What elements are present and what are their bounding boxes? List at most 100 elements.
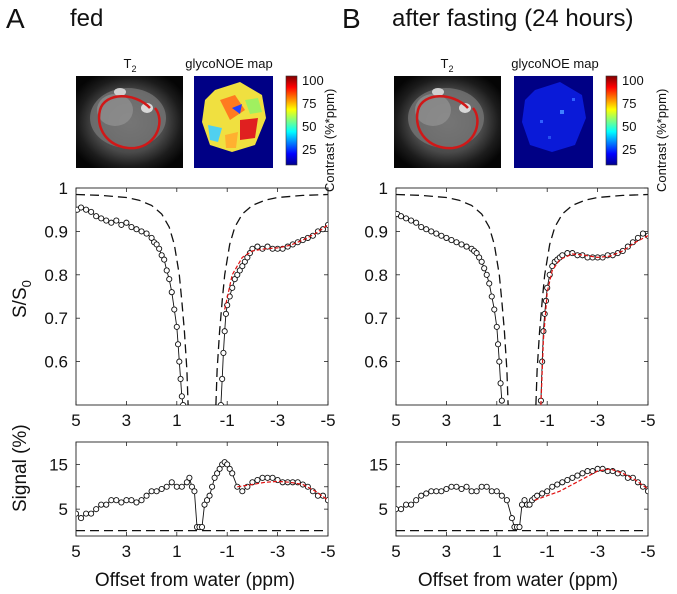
data-point xyxy=(478,483,485,490)
data-point xyxy=(178,393,185,400)
data-point xyxy=(397,506,405,513)
series-line xyxy=(76,193,189,405)
data-point xyxy=(397,213,405,220)
data-point xyxy=(453,239,460,246)
data-point xyxy=(496,358,503,365)
colorbar-a-tick-2: 50 xyxy=(302,119,316,134)
data-point xyxy=(222,310,229,317)
panel-letter-b: B xyxy=(342,3,361,34)
y-tick-label: 0.6 xyxy=(364,353,388,372)
data-point xyxy=(138,497,145,504)
data-point xyxy=(217,401,224,405)
data-point xyxy=(254,243,261,250)
data-point xyxy=(495,341,502,348)
series-line xyxy=(534,468,648,501)
data-point xyxy=(259,474,266,481)
data-point xyxy=(584,468,591,475)
y-tick-label: 15 xyxy=(369,455,388,474)
data-point xyxy=(118,499,125,506)
x-tick-label: 5 xyxy=(391,542,400,561)
data-point xyxy=(264,474,271,481)
data-point xyxy=(453,483,460,490)
data-point xyxy=(299,237,306,244)
data-point xyxy=(241,258,248,265)
data-point xyxy=(413,497,420,504)
data-point xyxy=(274,245,281,252)
data-point xyxy=(163,483,170,490)
data-point xyxy=(264,243,271,250)
data-point xyxy=(219,375,226,383)
data-point xyxy=(113,217,120,224)
x-tick-label: -5 xyxy=(640,411,655,430)
data-point xyxy=(173,483,180,490)
x-tick-label: -3 xyxy=(270,411,285,430)
y-tick-label: 0.7 xyxy=(44,309,68,328)
data-point xyxy=(443,485,450,493)
x-tick-label: -5 xyxy=(640,542,655,561)
data-point xyxy=(229,470,236,477)
data-point xyxy=(178,483,185,490)
data-point xyxy=(133,499,140,506)
data-point xyxy=(433,488,440,495)
data-point xyxy=(473,250,480,257)
colorbar-b-tick-1: 75 xyxy=(622,96,636,111)
x-tick-label: -1 xyxy=(220,411,235,430)
data-point xyxy=(163,267,170,274)
t2-label-a: T2 xyxy=(124,56,137,74)
data-point xyxy=(574,472,581,479)
y-tick-label: 0.6 xyxy=(44,353,68,372)
data-point xyxy=(93,506,100,513)
data-point xyxy=(176,358,183,365)
data-point xyxy=(153,241,160,248)
data-point xyxy=(88,510,95,517)
data-point xyxy=(166,276,173,283)
colorbar-b: 100 75 50 25 Contrast (%*ppm) xyxy=(605,73,669,192)
plot-frame xyxy=(395,187,649,406)
data-point xyxy=(438,232,445,239)
y-tick-label: 5 xyxy=(379,500,388,519)
data-point xyxy=(534,492,541,499)
signal-y-axis-label: Signal (%) xyxy=(10,424,31,512)
colorbar-a-tick-0: 100 xyxy=(302,73,324,88)
data-point xyxy=(76,510,80,517)
data-point xyxy=(158,485,165,493)
x-tick-label: 1 xyxy=(492,411,501,430)
data-point xyxy=(418,224,425,231)
plot-frame xyxy=(75,441,329,537)
data-point xyxy=(483,271,490,278)
data-point xyxy=(203,497,211,504)
data-point xyxy=(589,468,596,475)
series-line xyxy=(77,206,184,405)
series-line xyxy=(220,224,328,405)
x-tick-label: -3 xyxy=(590,411,605,430)
x-tick-label: 3 xyxy=(442,542,451,561)
data-point xyxy=(423,490,430,497)
series-line xyxy=(215,193,328,405)
data-point xyxy=(209,483,216,490)
data-point xyxy=(168,289,175,296)
x-tick-label: 1 xyxy=(172,411,181,430)
data-point xyxy=(443,234,450,241)
data-point xyxy=(408,501,415,508)
x-tick-label: -1 xyxy=(540,411,555,430)
data-point xyxy=(103,501,110,508)
signal-chart-fasting: 5 3 1 -1 -3 -5 5 15 xyxy=(369,441,656,561)
data-point xyxy=(98,215,105,222)
x-tick-label: 3 xyxy=(122,411,131,430)
data-point xyxy=(229,284,236,291)
plot-frame xyxy=(395,441,649,537)
data-point xyxy=(128,497,135,504)
data-point xyxy=(403,501,410,508)
x-axis-label-a: Offset from water (ppm) xyxy=(95,570,295,591)
data-point xyxy=(463,243,470,250)
data-point xyxy=(186,474,193,481)
series-group xyxy=(396,465,648,532)
data-point xyxy=(158,252,165,259)
data-point xyxy=(589,254,596,261)
colorbar-b-tick-2: 50 xyxy=(622,119,636,134)
data-point xyxy=(486,280,493,287)
data-point xyxy=(554,481,561,488)
data-point xyxy=(83,206,90,213)
y-tick-label: 1 xyxy=(59,179,68,198)
t2-image-b xyxy=(394,76,501,168)
